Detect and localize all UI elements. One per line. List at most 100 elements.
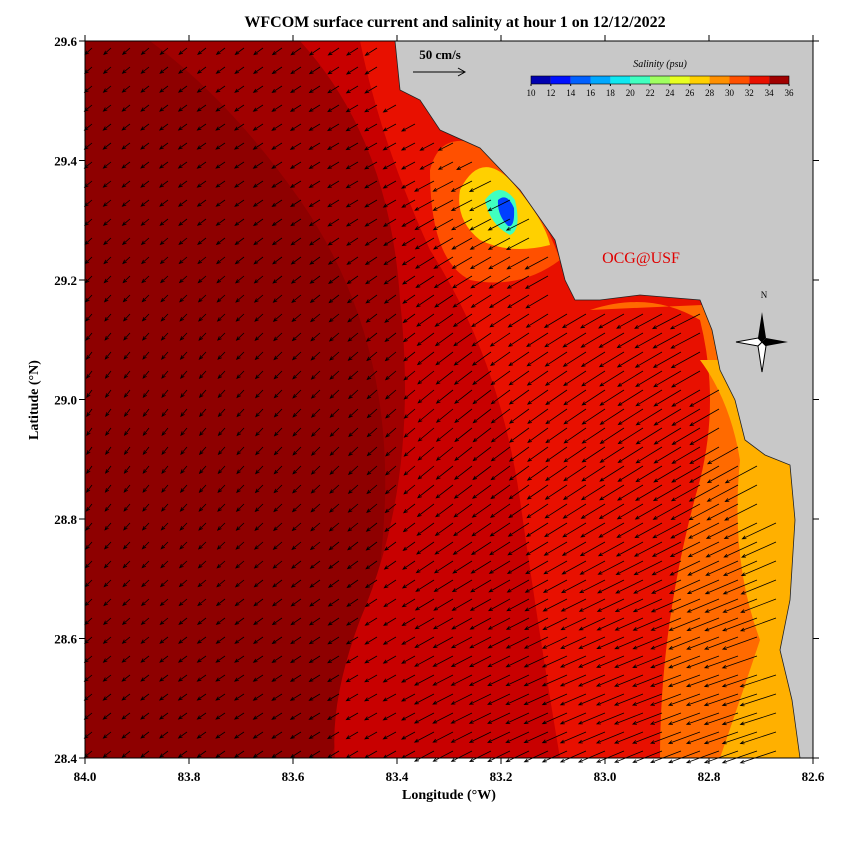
scale-arrow-head — [457, 67, 467, 77]
current-arrow — [454, 446, 473, 462]
current-arrow — [632, 750, 663, 763]
current-arrow — [215, 180, 226, 188]
current-arrow — [472, 408, 492, 424]
current-arrow — [414, 617, 435, 630]
current-arrow — [456, 161, 473, 170]
current-arrow — [668, 655, 701, 669]
current-arrow — [650, 731, 682, 744]
current-arrow — [161, 503, 169, 512]
current-arrow — [123, 465, 131, 474]
current-arrow — [506, 275, 530, 289]
current-arrow — [543, 541, 568, 556]
current-arrow — [102, 693, 112, 701]
current-arrow — [416, 313, 435, 327]
current-arrow — [290, 66, 302, 75]
current-arrow — [416, 332, 435, 347]
current-arrow — [197, 237, 207, 246]
current-arrow — [104, 351, 112, 360]
current-arrow — [490, 389, 511, 405]
current-arrow — [434, 294, 454, 308]
current-arrow — [599, 427, 625, 444]
current-arrow — [103, 579, 112, 588]
current-arrow — [599, 446, 625, 463]
current-arrow — [653, 446, 682, 464]
current-arrow — [271, 655, 283, 663]
current-arrow — [581, 370, 606, 387]
current-arrow — [159, 256, 169, 265]
current-arrow — [234, 85, 245, 93]
colorbar-cell — [590, 76, 611, 84]
current-arrow — [505, 712, 530, 724]
y-tick-label: 29.2 — [54, 273, 77, 288]
current-arrow — [233, 142, 245, 150]
current-arrow — [86, 427, 93, 437]
current-arrow — [434, 332, 454, 347]
current-arrow — [469, 199, 492, 212]
current-arrow — [271, 123, 283, 131]
current-arrow — [215, 598, 226, 607]
colorbar-tick-label: 22 — [646, 88, 655, 98]
current-arrow — [419, 142, 435, 151]
current-arrow — [345, 731, 359, 740]
current-arrow — [526, 351, 549, 367]
current-arrow — [179, 541, 188, 550]
current-arrow — [382, 636, 397, 645]
current-arrow — [253, 560, 264, 569]
current-arrow — [632, 655, 663, 668]
current-arrow — [308, 731, 321, 740]
current-arrow — [309, 579, 321, 588]
current-arrow — [215, 123, 226, 131]
current-arrow — [413, 693, 435, 705]
axes: 84.0 83.8 83.6 83.4 83.2 83.0 82.8 82.6 28.4 28.6… — [54, 34, 825, 784]
current-arrow — [179, 313, 188, 322]
current-arrow — [384, 522, 397, 533]
current-arrow — [596, 655, 625, 668]
current-arrow — [452, 560, 473, 574]
current-arrow — [273, 522, 283, 532]
current-arrow — [487, 218, 511, 231]
current-arrow — [272, 560, 283, 569]
current-arrow — [327, 712, 340, 721]
current-arrow — [329, 389, 340, 399]
current-arrow — [614, 655, 644, 668]
current-arrow — [198, 389, 207, 399]
current-arrow — [401, 636, 416, 645]
current-arrow — [403, 389, 416, 400]
current-arrow — [252, 712, 264, 720]
current-arrow — [595, 731, 625, 744]
current-arrow — [685, 674, 720, 688]
current-arrow — [309, 237, 321, 246]
current-arrow — [327, 237, 340, 246]
current-arrow — [273, 446, 283, 456]
current-arrow — [365, 332, 378, 342]
current-arrow — [384, 370, 397, 381]
current-arrow — [179, 294, 188, 303]
current-arrow — [433, 598, 454, 611]
current-arrow — [526, 503, 549, 519]
current-arrow — [161, 351, 169, 360]
current-arrow — [525, 522, 549, 537]
current-arrow — [468, 693, 492, 705]
current-arrow — [121, 66, 131, 74]
current-arrow — [253, 256, 264, 265]
current-arrow — [671, 408, 701, 426]
current-arrow — [345, 636, 359, 645]
current-arrow — [215, 104, 226, 112]
colorbar-tick-label: 14 — [566, 88, 576, 98]
current-arrow — [417, 370, 435, 385]
current-arrow — [140, 123, 150, 131]
current-arrow — [487, 636, 511, 649]
current-arrow — [563, 370, 587, 387]
current-arrow — [215, 636, 226, 644]
current-arrow — [559, 693, 587, 706]
current-arrow — [253, 237, 264, 246]
current-arrow — [450, 199, 473, 211]
current-arrow — [196, 655, 207, 663]
colorbar-cell — [729, 76, 750, 84]
current-arrow — [292, 389, 302, 399]
current-arrow — [217, 408, 226, 418]
current-arrow — [653, 408, 682, 426]
current-arrow — [103, 47, 112, 56]
current-arrow — [433, 256, 454, 269]
current-arrow — [179, 503, 188, 512]
